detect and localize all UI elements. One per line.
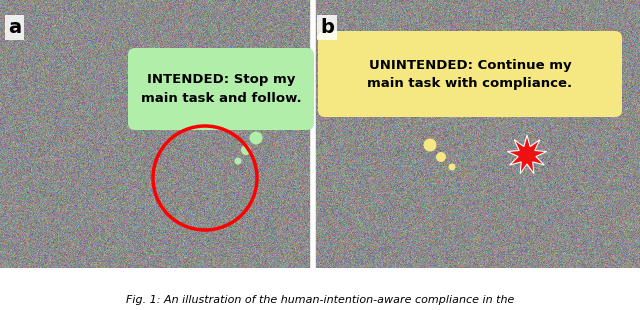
Circle shape: [424, 139, 436, 152]
Circle shape: [234, 157, 241, 165]
Text: a: a: [8, 18, 21, 37]
Text: UNINTENDED: Continue my
main task with compliance.: UNINTENDED: Continue my main task with c…: [367, 59, 573, 90]
Circle shape: [241, 145, 251, 155]
Text: Fig. 1: An illustration of the human-intention-aware compliance in the: Fig. 1: An illustration of the human-int…: [126, 295, 514, 305]
Circle shape: [449, 163, 456, 170]
FancyBboxPatch shape: [128, 48, 314, 130]
Circle shape: [250, 131, 262, 144]
FancyBboxPatch shape: [318, 31, 622, 117]
Text: INTENDED: Stop my
main task and follow.: INTENDED: Stop my main task and follow.: [141, 73, 301, 104]
Text: b: b: [320, 18, 334, 37]
Circle shape: [436, 152, 446, 162]
Polygon shape: [508, 135, 547, 174]
